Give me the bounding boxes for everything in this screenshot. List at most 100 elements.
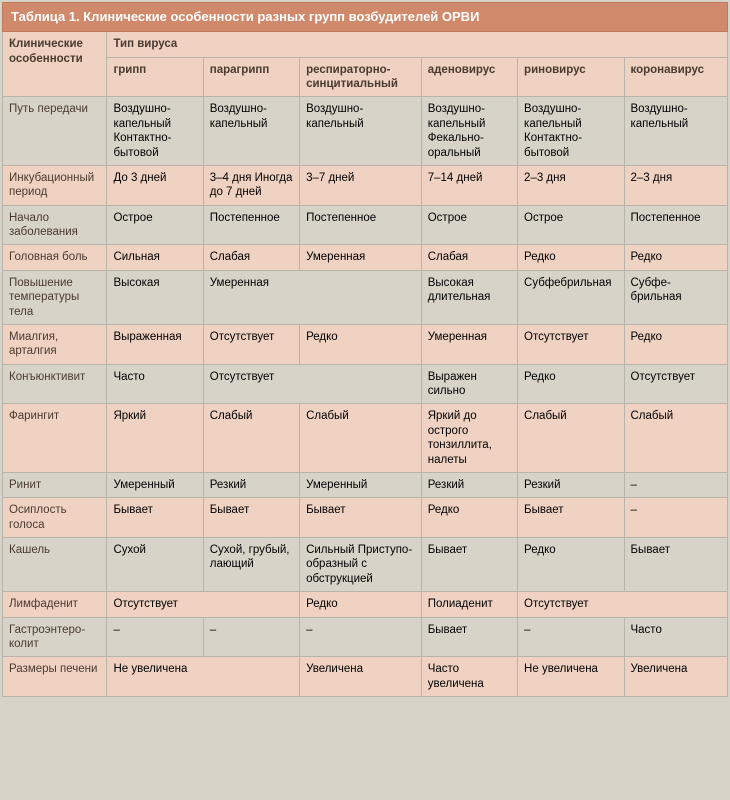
table-cell: Умеренная (203, 270, 421, 324)
table-cell: Часто (107, 364, 203, 404)
table-cell: 2–3 дня (624, 165, 728, 205)
row-label: Конъюнктивит (3, 364, 107, 404)
table-cell: Слабая (421, 245, 517, 270)
table-cell: – (203, 617, 299, 657)
header-row-2: грипп парагрипп респираторно-синцитиальн… (3, 57, 728, 97)
row-label: Путь передачи (3, 97, 107, 166)
row-header-title: Клинические особенности (3, 32, 107, 97)
table-cell: Бывает (518, 498, 624, 538)
table-row: Миалгия, арталгияВыраженнаяОтсутствуетРе… (3, 324, 728, 364)
table-cell: Острое (421, 205, 517, 245)
table-cell: Острое (107, 205, 203, 245)
table-cell: Слабый (300, 404, 422, 473)
table-cell: – (624, 498, 728, 538)
table-cell: Редко (624, 324, 728, 364)
table-row: Осиплость голосаБываетБываетБываетРедкоБ… (3, 498, 728, 538)
table-row: Размеры печениНе увеличенаУвеличенаЧасто… (3, 657, 728, 697)
table-cell: – (518, 617, 624, 657)
table-cell: Редко (300, 592, 422, 617)
table-cell: Сухой (107, 538, 203, 592)
table-cell: Бывает (421, 617, 517, 657)
col-header: аденовирус (421, 57, 517, 97)
clinical-features-table: Таблица 1. Клинические особенности разны… (2, 2, 728, 697)
table-cell: Выражен сильно (421, 364, 517, 404)
table-cell: Выраженная (107, 324, 203, 364)
col-header: грипп (107, 57, 203, 97)
table-cell: Слабый (624, 404, 728, 473)
table-cell: Редко (421, 498, 517, 538)
table-cell: 7–14 дней (421, 165, 517, 205)
table-container: Таблица 1. Клинические особенности разны… (2, 2, 728, 697)
table-cell: – (624, 472, 728, 497)
table-cell: – (300, 617, 422, 657)
table-cell: Умеренный (300, 472, 422, 497)
row-label: Размеры печени (3, 657, 107, 697)
row-label: Начало заболевания (3, 205, 107, 245)
table-row: Головная больСильнаяСлабаяУмереннаяСлаба… (3, 245, 728, 270)
table-cell: Отсутствует (624, 364, 728, 404)
table-cell: Сильный Приступо-образный с обструкцией (300, 538, 422, 592)
table-cell: Редко (518, 364, 624, 404)
table-row: Инкубационный периодДо 3 дней3–4 дня Ино… (3, 165, 728, 205)
row-label: Лимфаденит (3, 592, 107, 617)
row-label: Повышение температуры тела (3, 270, 107, 324)
table-cell: Увеличена (300, 657, 422, 697)
table-cell: 3–4 дня Иногда до 7 дней (203, 165, 299, 205)
table-row: Путь передачи Воздушно-капельный Контактн… (3, 97, 728, 166)
table-cell: 3–7 дней (300, 165, 422, 205)
col-header: риновирус (518, 57, 624, 97)
table-cell: Слабый (518, 404, 624, 473)
table-cell: Редко (300, 324, 422, 364)
table-row: Начало заболеванияОстроеПостепенноеПосте… (3, 205, 728, 245)
table-cell: Субфебрильная (518, 270, 624, 324)
table-cell: Высокая длительная (421, 270, 517, 324)
table-cell: Умеренный (107, 472, 203, 497)
row-label: Фарингит (3, 404, 107, 473)
table-cell: Постепенное (203, 205, 299, 245)
table-cell: Постепенное (624, 205, 728, 245)
table-cell: – (107, 617, 203, 657)
row-label: Миалгия, арталгия (3, 324, 107, 364)
table-cell: Умеренная (421, 324, 517, 364)
table-cell: Слабый (203, 404, 299, 473)
column-group-header: Тип вируса (107, 32, 728, 57)
table-row: ФарингитЯркийСлабыйСлабыйЯркий до острог… (3, 404, 728, 473)
table-row: Гастроэнтеро-колит–––Бывает–Часто (3, 617, 728, 657)
table-cell: Бывает (624, 538, 728, 592)
table-cell: 2–3 дня (518, 165, 624, 205)
table-row: КашельСухойСухой, грубый, лающийСильный … (3, 538, 728, 592)
table-cell: До 3 дней (107, 165, 203, 205)
table-cell: Воздушно-капельный (300, 97, 422, 166)
row-label: Кашель (3, 538, 107, 592)
col-header: респираторно-синцитиальный (300, 57, 422, 97)
table-cell: Острое (518, 205, 624, 245)
table-cell: Постепенное (300, 205, 422, 245)
table-cell: Отсутствует (203, 364, 421, 404)
table-cell: Сильная (107, 245, 203, 270)
table-cell: Высокая (107, 270, 203, 324)
header-row-1: Клинические особенности Тип вируса (3, 32, 728, 57)
table-cell: Отсутствует (518, 592, 728, 617)
table-title-row: Таблица 1. Клинические особенности разны… (3, 3, 728, 32)
table-cell: Резкий (421, 472, 517, 497)
table-cell: Бывает (300, 498, 422, 538)
table-row: Повышение температуры телаВысокаяУмеренн… (3, 270, 728, 324)
table-cell: Отсутствует (518, 324, 624, 364)
table-cell: Воздушно-капельный Фекально-оральный (421, 97, 517, 166)
table-cell: Слабая (203, 245, 299, 270)
table-cell: Редко (518, 538, 624, 592)
table-row: РинитУмеренныйРезкийУмеренныйРезкийРезки… (3, 472, 728, 497)
table-cell: Умеренная (300, 245, 422, 270)
table-cell: Отсутствует (203, 324, 299, 364)
table-row: КонъюнктивитЧастоОтсутствуетВыражен силь… (3, 364, 728, 404)
table-cell: Не увеличена (107, 657, 300, 697)
table-cell: Воздушно-капельный (203, 97, 299, 166)
table-cell: Резкий (203, 472, 299, 497)
row-label: Головная боль (3, 245, 107, 270)
col-header: коронавирус (624, 57, 728, 97)
row-label: Гастроэнтеро-колит (3, 617, 107, 657)
table-cell: Бывает (421, 538, 517, 592)
table-cell: Воздушно-капельный Контактно-бытовой (518, 97, 624, 166)
table-cell: Редко (624, 245, 728, 270)
col-header: парагрипп (203, 57, 299, 97)
